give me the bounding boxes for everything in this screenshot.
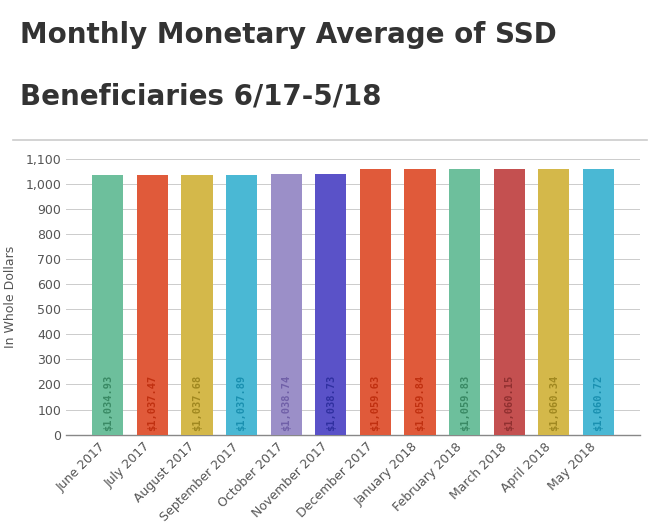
Y-axis label: In Whole Dollars: In Whole Dollars <box>4 246 17 348</box>
Text: Beneficiaries 6/17-5/18: Beneficiaries 6/17-5/18 <box>20 83 381 111</box>
Bar <box>583 169 614 435</box>
Bar <box>315 174 346 435</box>
Text: $1,037.68: $1,037.68 <box>192 375 202 431</box>
Text: $1,034.93: $1,034.93 <box>103 375 113 431</box>
Bar <box>405 169 436 435</box>
Bar <box>92 175 123 435</box>
Text: $1,059.83: $1,059.83 <box>459 375 470 431</box>
Text: $1,037.47: $1,037.47 <box>147 375 157 431</box>
Text: Monthly Monetary Average of SSD: Monthly Monetary Average of SSD <box>20 22 556 49</box>
Bar <box>137 175 168 435</box>
Bar <box>494 169 525 435</box>
Bar <box>226 174 257 435</box>
Bar <box>539 169 570 435</box>
Bar <box>271 174 302 435</box>
Bar <box>182 174 213 435</box>
Text: $1,038.74: $1,038.74 <box>281 375 291 431</box>
Text: $1,059.63: $1,059.63 <box>370 375 380 431</box>
Text: $1,060.34: $1,060.34 <box>549 375 559 431</box>
Bar <box>360 169 391 435</box>
Bar <box>449 169 480 435</box>
Text: $1,038.73: $1,038.73 <box>326 375 336 431</box>
Text: $1,060.72: $1,060.72 <box>593 375 603 431</box>
Text: $1,060.15: $1,060.15 <box>504 375 514 431</box>
Text: $1,059.84: $1,059.84 <box>415 375 425 431</box>
Text: $1,037.89: $1,037.89 <box>236 375 247 431</box>
